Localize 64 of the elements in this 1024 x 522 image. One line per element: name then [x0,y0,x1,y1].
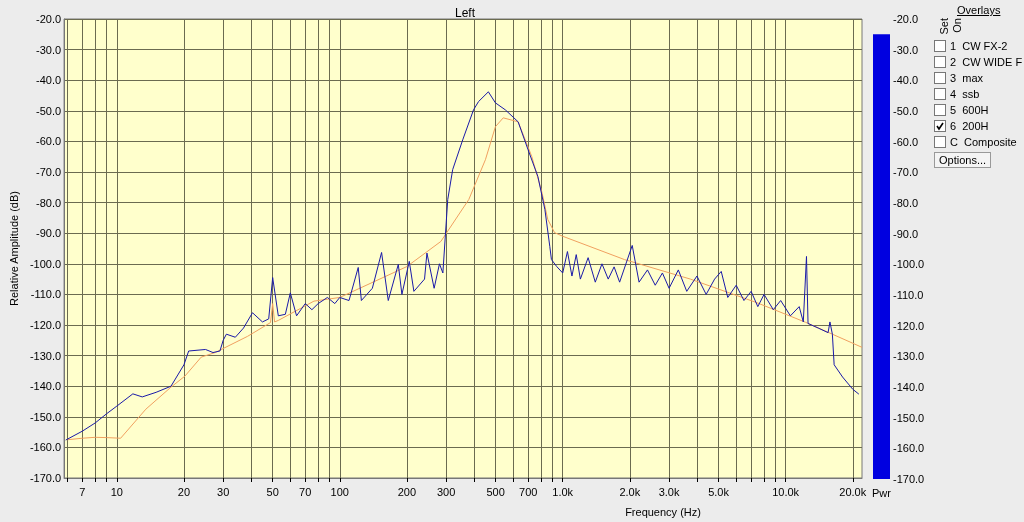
x-tick-label: 200 [397,485,417,498]
y-tick-label: -150.0 [29,410,62,423]
y-tick-label: -130.0 [893,350,925,363]
y-tick-label: -120.0 [29,319,62,331]
y-tick-label: -50.0 [893,105,919,117]
text: Set [938,18,950,35]
x-tick-label: 5.0k [708,485,730,498]
y-tick-label: -20.0 [36,13,62,25]
y-tick-label: -140.0 [29,380,62,393]
text: Overlays [957,4,1001,16]
y-tick-label: -30.0 [893,43,919,56]
text: C Composite [950,135,1017,148]
x-tick-label: 300 [436,485,456,498]
y-tick-label: -80.0 [893,197,919,209]
y-tick-label: -110.0 [893,289,924,301]
y-tick-label: -100.0 [29,257,62,270]
text: On [951,18,963,33]
y-tick-label: -90.0 [893,227,919,240]
chart-title: Left [454,6,476,20]
x-tick-label: 50 [266,485,279,498]
text: Options... [934,152,992,168]
x-tick-label: 2.0k [619,485,641,498]
y-tick-label: -130.0 [29,349,62,362]
y-axis-title: Relative Amplitude (dB) [7,191,20,306]
y-tick-label: -50.0 [36,104,62,117]
x-tick-label: 20 [177,485,191,498]
x-tick-label: 100 [330,485,349,498]
y-tick-label: -40.0 [893,74,919,87]
x-tick-label: 7 [79,485,86,498]
y-tick-label: -60.0 [36,135,62,148]
y-tick-label: -110.0 [30,288,62,301]
y-tick-label: -30.0 [36,43,62,56]
y-tick-label: -90.0 [36,227,62,240]
y-tick-label: -160.0 [893,442,925,455]
x-tick-label: 1.0k [552,485,574,498]
y-tick-label: -170.0 [29,472,62,484]
y-tick-label: -60.0 [893,135,919,148]
y-tick-label: -40.0 [36,74,62,87]
x-tick-label: 70 [299,485,312,498]
y-tick-label: -170.0 [893,473,925,485]
x-tick-label: 10 [110,485,123,498]
x-tick-label: 20.0k [839,485,867,498]
x-tick-label: 10.0k [772,485,800,498]
text: 6 200H [950,119,989,132]
y-tick-label: -70.0 [36,166,62,178]
y-tick-label: -150.0 [893,411,925,424]
x-tick-label: 3.0k [658,485,680,498]
x-tick-label: 700 [519,485,538,498]
x-tick-label: Pwr [872,486,892,499]
text: 5 600H [950,103,989,116]
y-tick-label: -70.0 [893,166,919,179]
y-tick-label: -160.0 [29,441,62,454]
y-tick-label: -80.0 [36,196,62,209]
text: 2 CW WIDE F [950,55,1023,68]
text: 4 ssb [950,87,980,100]
x-axis-title: Frequency (Hz) [625,505,701,518]
y-tick-label: -100.0 [893,258,925,271]
y-tick-label: -20.0 [893,13,919,25]
text: 3 max [950,71,984,84]
y-tick-label: -120.0 [893,319,925,332]
x-tick-label: 500 [486,485,505,498]
text: 1 CW FX-2 [950,39,1008,52]
x-tick-label: 30 [217,485,230,498]
y-tick-label: -140.0 [893,381,925,393]
